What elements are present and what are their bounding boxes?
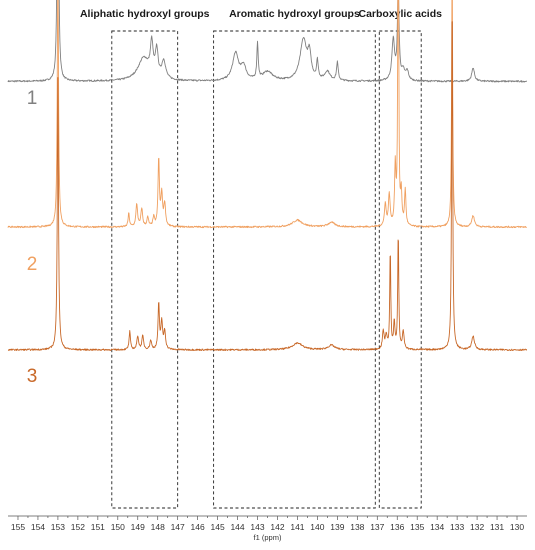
x-tick-label: 140 <box>310 522 324 532</box>
x-tick-label: 150 <box>111 522 125 532</box>
x-tick-label: 149 <box>131 522 145 532</box>
spectrum-traces <box>7 0 528 352</box>
x-tick-label: 131 <box>490 522 504 532</box>
spectrum-trace-1 <box>7 0 527 83</box>
x-tick-label: 143 <box>250 522 264 532</box>
spectrum-trace-3 <box>7 21 528 352</box>
x-tick-label: 142 <box>270 522 284 532</box>
x-tick-label: 136 <box>390 522 404 532</box>
x-tick-label: 141 <box>290 522 304 532</box>
trace-label-3: 3 <box>27 366 38 387</box>
trace-labels: 1 2 3 <box>27 88 38 387</box>
region-box-1 <box>111 30 179 509</box>
x-tick-label: 155 <box>11 522 25 532</box>
trace-label-1: 1 <box>27 88 38 109</box>
spectrum-trace-2 <box>7 0 527 229</box>
x-tick-label: 138 <box>350 522 364 532</box>
trace-label-2: 2 <box>27 254 38 275</box>
x-tick-label: 148 <box>151 522 165 532</box>
x-tick-label: 139 <box>330 522 344 532</box>
x-tick-label: 146 <box>191 522 205 532</box>
x-tick-label: 147 <box>171 522 185 532</box>
x-tick-label: 153 <box>51 522 65 532</box>
x-tick-label: 154 <box>31 522 45 532</box>
x-tick-label: 133 <box>450 522 464 532</box>
region-label-1: Aliphatic hydroxyl groups <box>80 8 210 20</box>
region-label-3: Carboxylic acids <box>359 8 443 20</box>
x-tick-label: 135 <box>410 522 424 532</box>
x-axis: 155 154 153 152 151 150 149 148 147 146 145 144 143 1… <box>8 515 527 542</box>
x-tick-label: 152 <box>71 522 85 532</box>
region-boxes: Aliphatic hydroxyl groups Aromatic hydrox… <box>80 8 443 509</box>
x-tick-label: 151 <box>91 522 105 532</box>
x-tick-label: 145 <box>211 522 225 532</box>
region-label-2: Aromatic hydroxyl groups <box>229 8 360 20</box>
region-box-3 <box>378 30 422 509</box>
x-tick-label: 144 <box>230 522 244 532</box>
x-axis-title: f1 (ppm) <box>254 533 282 542</box>
x-tick-label: 137 <box>370 522 384 532</box>
region-box-2 <box>213 30 376 509</box>
x-tick-label: 134 <box>430 522 444 532</box>
x-tick-label: 130 <box>510 522 524 532</box>
x-tick-label: 132 <box>470 522 484 532</box>
